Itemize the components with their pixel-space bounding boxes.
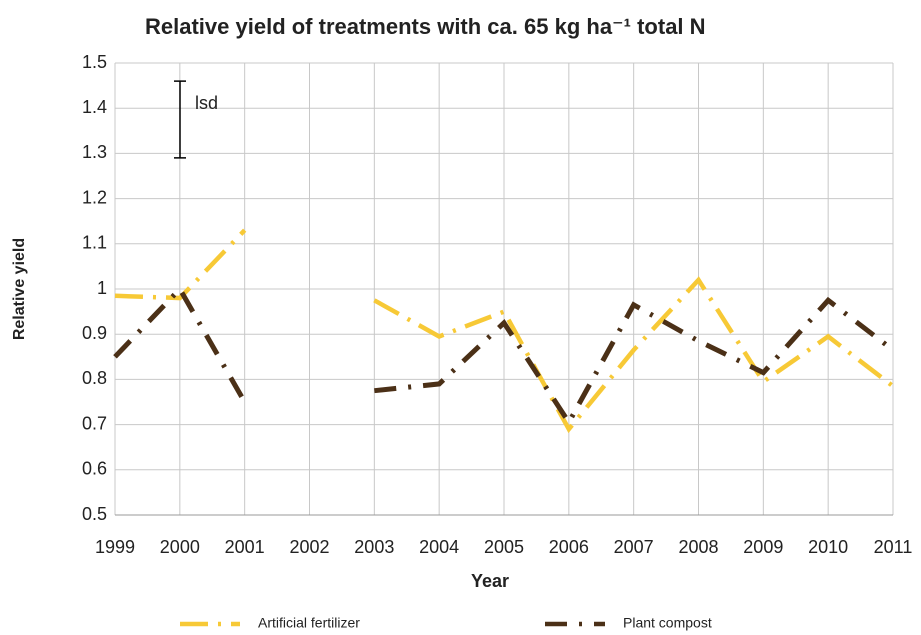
x-tick-label: 2010: [808, 537, 848, 557]
x-tick-label: 2005: [484, 537, 524, 557]
y-axis-label: Relative yield: [11, 238, 28, 340]
legend-label: Artificial fertilizer: [258, 615, 360, 631]
x-tick-label: 2003: [354, 537, 394, 557]
x-tick-label: 2001: [225, 537, 265, 557]
y-tick-label: 1.2: [82, 187, 107, 207]
error-bar-label: lsd: [195, 93, 218, 113]
chart-title: Relative yield of treatments with ca. 65…: [145, 14, 706, 39]
y-tick-label: 0.5: [82, 504, 107, 524]
x-tick-label: 2011: [874, 537, 913, 557]
legend-label: Plant compost: [623, 615, 712, 631]
x-tick-label: 2006: [549, 537, 589, 557]
y-tick-label: 1.3: [82, 142, 107, 162]
y-tick-label: 1.5: [82, 52, 107, 72]
x-axis-label: Year: [471, 571, 509, 591]
x-tick-label: 2007: [614, 537, 654, 557]
series-line: [114, 228, 895, 434]
x-tick-label: 2000: [160, 537, 200, 557]
error-bar: [174, 80, 186, 159]
y-tick-label: 0.7: [82, 413, 107, 433]
y-tick-label: 1.1: [82, 233, 107, 253]
y-tick-label: 1: [97, 278, 107, 298]
x-tick-label: 1999: [95, 537, 135, 557]
x-tick-label: 2002: [289, 537, 329, 557]
x-tick-label: 2008: [678, 537, 718, 557]
y-tick-label: 0.9: [82, 323, 107, 343]
y-tick-label: 0.6: [82, 459, 107, 479]
y-tick-label: 0.8: [82, 368, 107, 388]
x-tick-label: 2004: [419, 537, 459, 557]
x-tick-label: 2009: [743, 537, 783, 557]
series-line: [113, 284, 895, 428]
y-tick-label: 1.4: [82, 97, 107, 117]
